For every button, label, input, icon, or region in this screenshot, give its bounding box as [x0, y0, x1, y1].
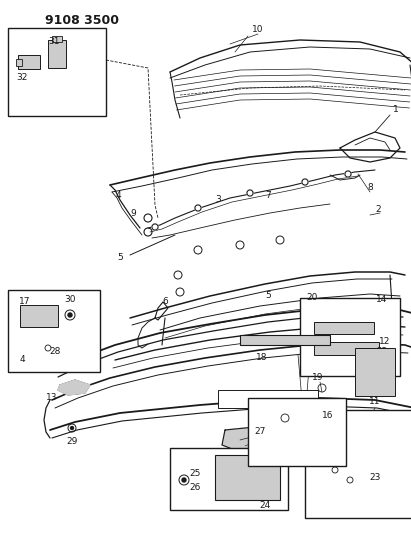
- Text: 22: 22: [376, 348, 388, 357]
- Circle shape: [247, 190, 253, 196]
- Polygon shape: [58, 380, 90, 395]
- Text: 8: 8: [367, 183, 373, 192]
- Circle shape: [195, 205, 201, 211]
- Circle shape: [195, 205, 201, 211]
- Text: 5: 5: [265, 290, 271, 300]
- Bar: [52, 36, 62, 42]
- Text: 23: 23: [369, 473, 381, 482]
- Text: 28: 28: [49, 348, 61, 357]
- Text: 4: 4: [19, 356, 25, 365]
- Bar: [18, 55, 40, 69]
- Bar: [305, 410, 411, 518]
- Bar: [355, 348, 395, 396]
- Bar: [248, 398, 346, 466]
- Text: 26: 26: [189, 483, 201, 492]
- Text: 24: 24: [259, 500, 270, 510]
- Bar: [218, 390, 318, 408]
- Circle shape: [345, 171, 351, 177]
- Text: 3: 3: [215, 196, 221, 205]
- Text: 25: 25: [189, 469, 201, 478]
- Bar: [48, 40, 66, 68]
- Bar: [240, 335, 330, 345]
- Text: 30: 30: [64, 295, 76, 304]
- Text: 31: 31: [48, 37, 60, 46]
- Text: 7: 7: [265, 190, 271, 199]
- Text: 4: 4: [115, 190, 121, 199]
- Text: 19: 19: [312, 374, 324, 383]
- Bar: [215, 455, 280, 500]
- Text: 16: 16: [322, 410, 334, 419]
- Bar: [20, 305, 58, 327]
- Text: 11: 11: [244, 457, 256, 466]
- Circle shape: [247, 190, 253, 196]
- Bar: [8, 28, 106, 116]
- Text: 10: 10: [252, 26, 264, 35]
- Text: 14: 14: [376, 295, 388, 304]
- Circle shape: [345, 171, 351, 177]
- Text: 1: 1: [393, 106, 399, 115]
- Bar: [170, 448, 288, 510]
- Text: 17: 17: [19, 296, 31, 305]
- Text: 2: 2: [375, 206, 381, 214]
- Text: 9: 9: [130, 209, 136, 219]
- Circle shape: [152, 224, 158, 230]
- Circle shape: [152, 224, 158, 230]
- Text: 18: 18: [256, 352, 268, 361]
- Text: 13: 13: [46, 393, 58, 402]
- Text: 9108 3500: 9108 3500: [45, 14, 119, 27]
- Text: 5: 5: [117, 254, 123, 262]
- Bar: [314, 322, 374, 334]
- Bar: [300, 298, 400, 376]
- Text: 32: 32: [16, 74, 28, 83]
- Text: 20: 20: [306, 294, 318, 303]
- Bar: [8, 290, 100, 372]
- Text: 11: 11: [369, 398, 381, 407]
- Circle shape: [182, 478, 186, 482]
- Circle shape: [302, 179, 308, 185]
- Circle shape: [68, 313, 72, 317]
- Text: 6: 6: [162, 297, 168, 306]
- Bar: [16, 59, 22, 66]
- Bar: [314, 342, 379, 355]
- Circle shape: [71, 426, 74, 430]
- Text: 21: 21: [304, 337, 316, 346]
- Text: 29: 29: [66, 438, 78, 447]
- Text: 27: 27: [254, 427, 266, 437]
- Circle shape: [302, 179, 308, 185]
- Text: 12: 12: [379, 337, 391, 346]
- Polygon shape: [222, 425, 285, 452]
